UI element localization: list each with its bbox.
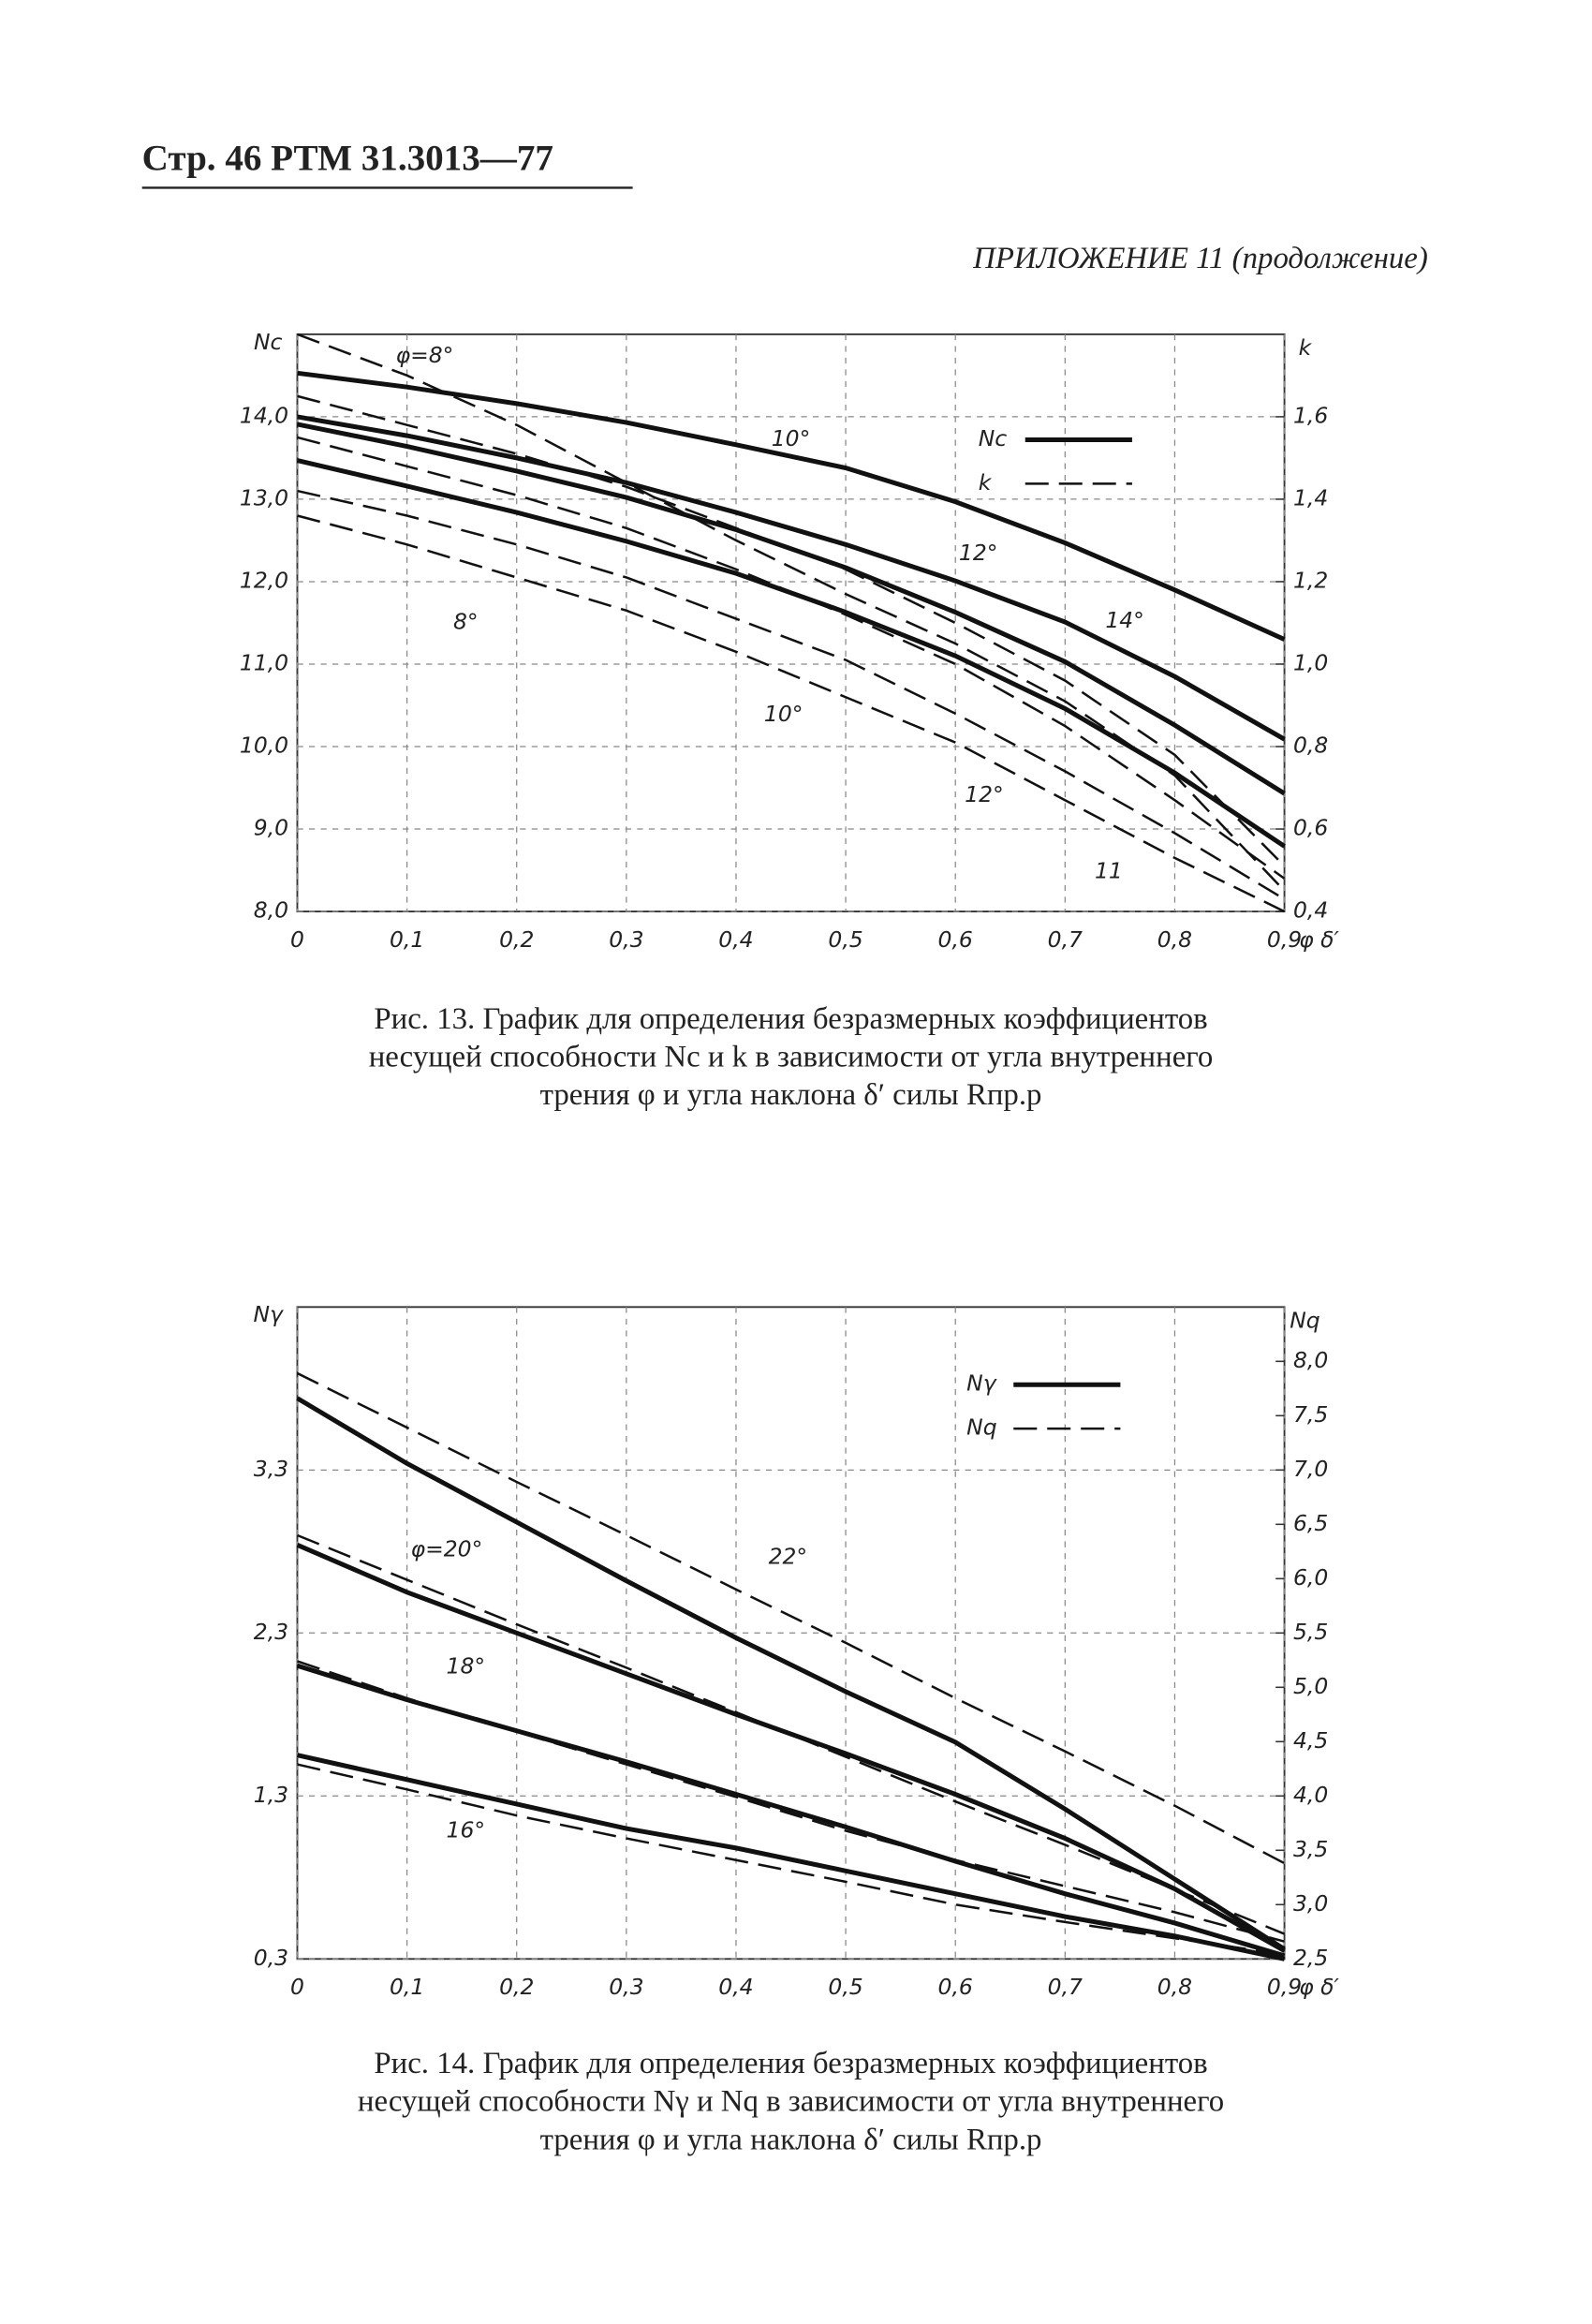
x-tick-label: 0 <box>290 1974 304 2000</box>
legend-label: Nq <box>966 1414 996 1441</box>
y2-tick-label: 0,8 <box>1293 733 1328 759</box>
y-axis-label: Nγ <box>253 1301 284 1327</box>
y-tick-label: 9,0 <box>254 815 288 841</box>
figure-caption: трения φ и угла наклона δ′ силы Rпр.р <box>540 2123 1042 2156</box>
curve-label: 22° <box>769 1543 808 1569</box>
data-line <box>296 1753 1286 1961</box>
y-tick-label: 0,3 <box>254 1945 288 1971</box>
y2-tick-label: 2,5 <box>1293 1945 1328 1971</box>
x-tick-label: 0,4 <box>718 926 753 953</box>
y-axis-label: Nс <box>254 329 283 355</box>
legend-label: k <box>979 469 993 496</box>
y2-tick-label: 1,4 <box>1293 484 1328 511</box>
figure-caption: несущей способности Nс и k в зависимости… <box>369 1041 1214 1074</box>
x-axis-label: φ δ′ <box>1299 926 1339 953</box>
y2-tick-label: 1,0 <box>1293 649 1328 675</box>
curve-label: 10° <box>772 425 811 451</box>
y-tick-label: 2,3 <box>254 1619 288 1645</box>
data-line <box>296 1543 1286 1953</box>
x-tick-label: 0 <box>290 926 304 953</box>
y-tick-label: 8,0 <box>254 897 288 924</box>
y2-tick-label: 3,5 <box>1293 1836 1328 1862</box>
y2-tick-label: 7,5 <box>1293 1401 1328 1428</box>
curve-label: φ=8° <box>396 342 454 368</box>
y-tick-label: 10,0 <box>240 733 288 759</box>
data-line <box>297 436 1286 880</box>
y2-tick-label: 8,0 <box>1293 1347 1328 1373</box>
y-tick-label: 1,3 <box>254 1782 288 1808</box>
x-tick-label: 0,6 <box>938 926 973 953</box>
y-tick-label: 11,0 <box>240 649 288 675</box>
x-tick-label: 0,2 <box>499 1974 534 2000</box>
curve-label: φ=20° <box>411 1535 483 1562</box>
y2-axis-label: k <box>1299 334 1313 361</box>
x-tick-label: 0,9 <box>1267 1974 1302 2000</box>
x-tick-label: 0,2 <box>499 926 534 953</box>
legend-label: Nс <box>979 425 1008 451</box>
y-tick-label: 13,0 <box>240 484 288 511</box>
y2-tick-label: 5,5 <box>1293 1619 1328 1645</box>
x-tick-label: 0,6 <box>938 1974 973 2000</box>
x-tick-label: 0,8 <box>1157 926 1192 953</box>
y2-tick-label: 1,2 <box>1293 567 1328 593</box>
curve-label: 18° <box>447 1653 486 1680</box>
x-tick-label: 0,8 <box>1157 1974 1192 2000</box>
legend-label: Nγ <box>966 1370 997 1397</box>
y-tick-label: 12,0 <box>240 567 288 593</box>
data-line <box>297 370 1286 642</box>
x-tick-label: 0,3 <box>609 1974 643 2000</box>
figure-caption: Рис. 14. График для определения безразме… <box>374 2047 1207 2080</box>
page-header: Стр. 46 РТМ 31.3013—77 <box>142 138 553 178</box>
figure-caption: Рис. 13. График для определения безразме… <box>374 1002 1207 1036</box>
y2-tick-label: 7,0 <box>1293 1456 1328 1482</box>
y2-tick-label: 6,5 <box>1293 1510 1328 1536</box>
data-line <box>297 333 1286 892</box>
figure-caption: трения φ и угла наклона δ′ силы Rпр.р <box>540 1078 1042 1112</box>
x-tick-label: 0,4 <box>718 1974 753 2000</box>
y-tick-label: 3,3 <box>254 1456 288 1482</box>
y2-tick-label: 4,5 <box>1293 1727 1328 1754</box>
x-tick-label: 0,7 <box>1048 1974 1083 2000</box>
data-line <box>297 514 1286 913</box>
curve-label: 12° <box>959 540 998 566</box>
x-tick-label: 0,1 <box>390 1974 424 2000</box>
data-line <box>297 489 1286 901</box>
y-tick-label: 14,0 <box>240 402 288 428</box>
y2-axis-label: Nq <box>1290 1307 1319 1333</box>
data-line <box>297 394 1286 867</box>
x-tick-label: 0,5 <box>828 1974 862 2000</box>
appendix-label: ПРИЛОЖЕНИЕ 11 (продолжение) <box>972 242 1428 275</box>
y2-tick-label: 6,0 <box>1293 1564 1328 1591</box>
x-tick-label: 0,7 <box>1048 926 1083 953</box>
x-axis-label: φ δ′ <box>1299 1974 1339 2000</box>
curve-label: 10° <box>764 701 803 727</box>
curve-label: 8° <box>453 608 479 634</box>
y2-tick-label: 0,4 <box>1293 897 1328 924</box>
figure-caption: несущей способности Nγ и Nq в зависимост… <box>358 2085 1224 2119</box>
curve-label: 12° <box>965 781 1004 807</box>
data-line <box>296 1396 1286 1951</box>
data-line <box>297 1533 1286 1935</box>
curve-label: 14° <box>1105 607 1144 633</box>
y2-tick-label: 0,6 <box>1293 815 1328 841</box>
data-line <box>297 414 1286 742</box>
x-tick-label: 0,9 <box>1267 926 1302 953</box>
data-line <box>297 1660 1285 1943</box>
x-tick-label: 0,3 <box>609 926 643 953</box>
data-line <box>296 1371 1286 1865</box>
curve-label: 11 <box>1095 857 1123 883</box>
y2-tick-label: 4,0 <box>1293 1782 1328 1808</box>
x-tick-label: 0,1 <box>390 926 424 953</box>
curve-label: 16° <box>447 1817 486 1843</box>
y2-tick-label: 3,0 <box>1293 1890 1328 1917</box>
y2-tick-label: 1,6 <box>1293 402 1328 428</box>
x-tick-label: 0,5 <box>828 926 862 953</box>
data-line <box>297 1763 1285 1956</box>
y2-tick-label: 5,0 <box>1293 1673 1328 1699</box>
data-line <box>296 458 1286 849</box>
